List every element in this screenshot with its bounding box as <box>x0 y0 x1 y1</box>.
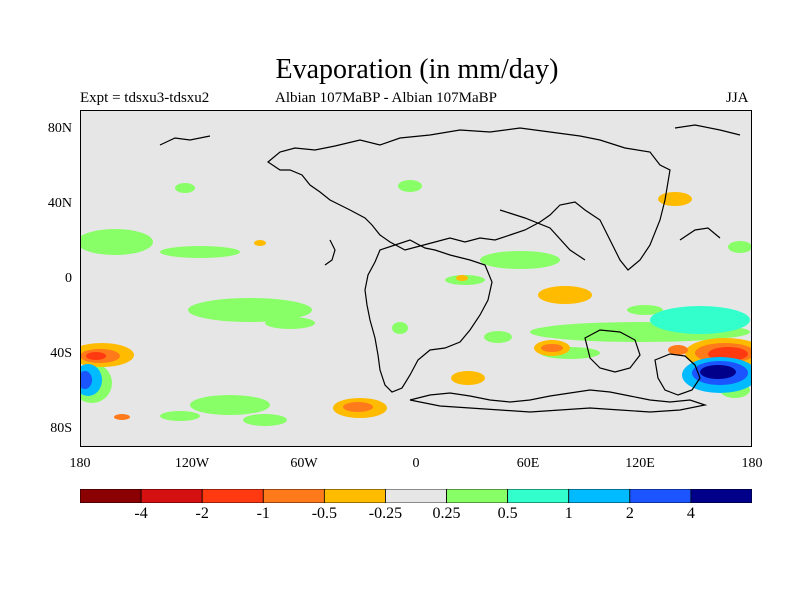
colorbar-label: -1 <box>256 505 270 522</box>
green-patch <box>160 411 200 421</box>
green-patch <box>175 183 195 193</box>
colorbar-swatch <box>140 489 203 503</box>
green-patch <box>190 395 270 415</box>
green-patch <box>243 414 287 426</box>
colorbar-label: 2 <box>625 505 634 522</box>
orange-patch <box>456 275 468 281</box>
green-patch <box>484 331 512 343</box>
lon-label: 120W <box>174 456 210 471</box>
colorbar-label: 0.25 <box>432 505 461 522</box>
green-patch <box>480 251 560 269</box>
map-frame <box>80 110 752 447</box>
colorbar-label: -0.25 <box>368 505 403 522</box>
green-patch <box>728 241 752 253</box>
coast-fragment <box>499 209 586 261</box>
colorbar-swatch <box>262 489 325 503</box>
colorbar-label: 1 <box>564 505 573 522</box>
green-patch <box>80 229 153 255</box>
teal-patch <box>650 306 750 334</box>
navy-patch <box>700 365 736 379</box>
coast-fragment <box>324 239 336 266</box>
anomaly-fields <box>80 180 752 426</box>
orange-patch <box>254 240 266 246</box>
coast-fragment <box>159 135 211 146</box>
lon-label: 180 <box>69 456 91 471</box>
green-patch <box>188 298 312 322</box>
lon-label: 60W <box>290 456 318 471</box>
lon-label: 180 <box>741 456 763 471</box>
colorbar <box>80 489 752 503</box>
lat-label: 80N <box>47 121 72 136</box>
period-label: Albian 107MaBP - Albian 107MaBP <box>275 90 497 106</box>
colorbar-swatch <box>80 489 142 503</box>
colorbar-label: -0.5 <box>311 505 338 522</box>
coast-fragment <box>674 124 741 136</box>
green-patch <box>265 317 315 329</box>
orange-patch <box>343 402 373 412</box>
orange-patch <box>451 371 485 385</box>
colorbar-swatch <box>568 489 631 503</box>
colorbar-swatch <box>201 489 264 503</box>
red-patch <box>86 352 106 360</box>
colorbar-swatch <box>446 489 509 503</box>
colorbar-swatch <box>629 489 692 503</box>
colorbar-swatch <box>507 489 570 503</box>
orange-patch <box>541 344 563 352</box>
lon-label: 0 <box>412 456 420 471</box>
evaporation-map <box>80 110 752 447</box>
experiment-label: Expt = tdsxu3-tdsxu2 <box>80 90 210 106</box>
coastlines <box>159 124 741 413</box>
lat-label: 0 <box>65 271 72 286</box>
green-patch <box>392 322 408 334</box>
map-title: Evaporation (in mm/day) <box>275 54 559 85</box>
colorbar-swatch <box>323 489 386 503</box>
orange-patch <box>114 414 130 420</box>
colorbar-swatch <box>385 489 447 503</box>
green-patch <box>160 246 240 258</box>
colorbar-swatch <box>690 489 752 503</box>
lat-label: 40S <box>50 346 72 361</box>
coast-fragment <box>679 227 721 241</box>
map-background <box>80 110 752 447</box>
lon-label: 120E <box>625 456 655 471</box>
orange-patch <box>668 345 688 355</box>
antarctica-coast <box>409 389 708 413</box>
orange-patch <box>538 286 592 304</box>
blue-patch <box>80 371 92 389</box>
colorbar-label: 4 <box>686 505 695 522</box>
colorbar-label: -4 <box>134 505 148 522</box>
lon-label: 60E <box>516 456 540 471</box>
south-america-africa-coast <box>364 239 493 393</box>
season-label: JJA <box>726 90 749 106</box>
green-patch <box>398 180 422 192</box>
lat-label: 40N <box>47 196 72 211</box>
colorbar-label: 0.5 <box>497 505 518 522</box>
orange-patch <box>658 192 692 206</box>
india-coast <box>584 329 641 373</box>
colorbar-label: -2 <box>195 505 209 522</box>
laurasia-coast <box>266 127 671 271</box>
lat-label: 80S <box>50 421 72 436</box>
australia-coast <box>654 353 701 396</box>
green-patch <box>627 305 663 315</box>
